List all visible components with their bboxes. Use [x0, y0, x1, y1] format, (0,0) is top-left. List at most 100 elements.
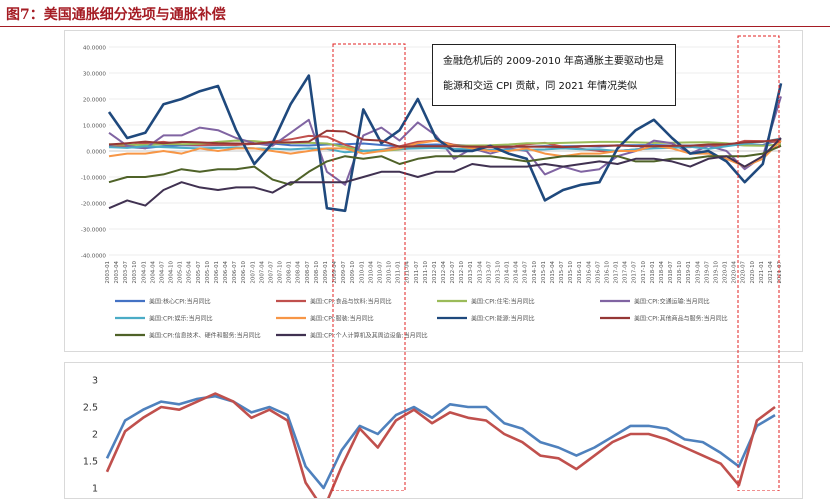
y-tick-label: 2.5 [83, 403, 98, 414]
x-tick-label: 2012-07 [450, 261, 456, 284]
x-tick-label: 2021-07 [777, 261, 783, 284]
legend-label: 美国:CPI:能源:当月同比 [471, 315, 535, 323]
x-tick-label: 2010-04 [368, 260, 374, 283]
series-line-8 [108, 144, 782, 186]
legend-label: 美国:CPI:信息技术、硬件和服务:当月同比 [149, 332, 261, 340]
x-tick-label: 2019-07 [704, 261, 710, 284]
x-tick-label: 2021-04 [768, 260, 774, 283]
x-tick-label: 2005-07 [196, 261, 202, 284]
x-tick-label: 2020-10 [750, 260, 756, 283]
x-tick-label: 2014-07 [523, 261, 529, 284]
x-tick-label: 2018-01 [650, 261, 656, 284]
x-tick-label: 2018-04 [659, 260, 665, 283]
x-tick-label: 2013-01 [468, 261, 474, 284]
x-tick-label: 2012-04 [441, 260, 447, 283]
x-tick-label: 2009-01 [323, 261, 329, 284]
x-tick-label: 2008-10 [314, 260, 320, 283]
y-tick-label: 1.5 [83, 457, 98, 468]
series-line-7 [108, 129, 782, 149]
x-tick-label: 2007-10 [278, 260, 284, 283]
y-tick-label: 2 [92, 430, 98, 441]
chart-panel-inflation-compensation: 3 2.5 2 1.5 1 [64, 362, 803, 502]
x-tick-label: 2008-04 [296, 260, 302, 283]
series-line-0 [105, 394, 776, 490]
x-tick-label: 2010-10 [387, 260, 393, 283]
x-tick-label: 2015-01 [541, 261, 547, 284]
x-tick-label: 2007-01 [250, 261, 256, 284]
x-tick-label: 2020-01 [723, 261, 729, 284]
x-tick-label: 2019-01 [686, 261, 692, 284]
x-tick-label: 2003-07 [123, 261, 129, 284]
x-tick-label: 2009-04 [332, 260, 338, 283]
x-tick-label: 2020-04 [732, 260, 738, 283]
x-tick-label: 2014-04 [514, 260, 520, 283]
figure-title-bar: 图7：美国通胀细分选项与通胀补偿 [0, 0, 830, 27]
x-tick-label: 2009-10 [350, 260, 356, 283]
x-tick-label: 2004-07 [159, 261, 165, 284]
x-tick-label: 2012-01 [432, 261, 438, 284]
y-tick-label: 0.0000 [86, 150, 106, 156]
x-tick-label: 2006-10 [241, 260, 247, 283]
x-tick-label: 2006-07 [232, 261, 238, 284]
x-tick-label: 2007-04 [259, 260, 265, 283]
x-tick-label: 2011-07 [414, 261, 420, 284]
legend-label: 美国:核心CPI:当月同比 [149, 298, 211, 306]
legend-label: 美国:CPI:交通运输:当月同比 [634, 298, 710, 306]
x-tick-label: 2005-10 [205, 260, 211, 283]
x-tick-label: 2019-10 [713, 260, 719, 283]
x-tick-label: 2004-01 [141, 261, 147, 284]
y-tick-label: 3 [92, 376, 98, 387]
x-tick-label: 2020-07 [741, 261, 747, 284]
inflation-compensation-chart: 3 2.5 2 1.5 1 [83, 376, 776, 502]
y-tick-label: -10.0000 [81, 176, 107, 182]
legend-label: 美国:CPI:食品与饮料:当月同比 [310, 298, 392, 306]
x-tick-label: 2016-04 [586, 260, 592, 283]
y-tick-label: 30.0000 [83, 72, 107, 78]
series-line-1 [105, 392, 776, 502]
x-tick-label: 2011-04 [405, 260, 411, 283]
legend-label: 美国:CPI:其他商品与服务:当月同比 [634, 315, 728, 323]
figure-title: 图7：美国通胀细分选项与通胀补偿 [6, 7, 226, 23]
x-tick-label: 2011-10 [423, 260, 429, 283]
x-tick-label: 2010-01 [359, 261, 365, 284]
x-tick-label: 2019-04 [695, 260, 701, 283]
legend-label: 美国:CPI:住宅:当月同比 [471, 298, 535, 306]
x-tick-label: 2012-10 [459, 260, 465, 283]
x-tick-label: 2010-07 [377, 261, 383, 284]
x-tick-label: 2017-01 [614, 261, 620, 284]
legend-label: 美国:CPI:个人计算机及其周边设备:当月同比 [310, 332, 428, 340]
y-tick-label: 40.0000 [83, 46, 107, 52]
x-tick-label: 2018-10 [677, 260, 683, 283]
x-tick-label: 2015-10 [568, 260, 574, 283]
x-tick-label: 2013-04 [477, 260, 483, 283]
x-tick-label: 2006-04 [223, 260, 229, 283]
annotation-line-1: 金融危机后的 2009-2010 年高通胀主要驱动也是 [443, 56, 664, 67]
x-tick-label: 2005-01 [178, 261, 184, 284]
x-tick-label: 2009-07 [341, 261, 347, 284]
annotation-box: 金融危机后的 2009-2010 年高通胀主要驱动也是 能源和交运 CPI 贡献… [432, 44, 676, 106]
x-tick-label: 2017-04 [623, 260, 629, 283]
legend-label: 美国:CPI:服装:当月同比 [310, 315, 374, 323]
x-tick-label: 2017-10 [641, 260, 647, 283]
x-tick-label: 2016-10 [604, 260, 610, 283]
x-tick-label: 2014-01 [505, 261, 511, 284]
x-tick-label: 2003-01 [105, 261, 111, 284]
x-tick-label: 2005-04 [187, 260, 193, 283]
x-tick-label: 2003-10 [132, 260, 138, 283]
x-tick-label: 2004-04 [150, 260, 156, 283]
y-tick-label: -20.0000 [81, 202, 107, 208]
x-tick-label: 2017-07 [632, 261, 638, 284]
x-tick-label: 2015-04 [550, 260, 556, 283]
x-tick-label: 2014-10 [532, 260, 538, 283]
x-tick-label: 2004-10 [169, 260, 175, 283]
y-tick-label: 10.0000 [83, 124, 107, 130]
y-tick-label: -40.0000 [81, 254, 107, 260]
y-tick-label: 20.0000 [83, 98, 107, 104]
y-tick-label: 1 [92, 484, 98, 495]
x-tick-label: 2013-07 [486, 261, 492, 284]
legend-label: 美国:CPI:娱乐:当月同比 [149, 315, 213, 323]
x-tick-label: 2011-01 [396, 261, 402, 284]
series-line-9 [108, 137, 782, 210]
x-tick-label: 2016-01 [577, 261, 583, 284]
x-tick-label: 2008-01 [287, 261, 293, 284]
